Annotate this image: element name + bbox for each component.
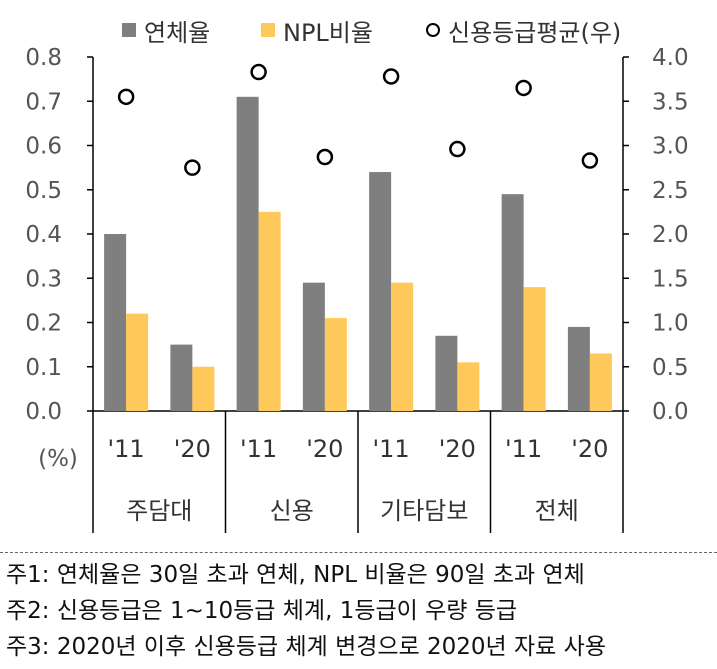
legend-label: NPL비율	[283, 18, 373, 47]
right-tick-label: 4.0	[652, 45, 689, 71]
legend-marker-circle	[426, 23, 440, 37]
bar-npl-ratio	[126, 313, 149, 411]
x-tick-label: '11	[505, 435, 542, 463]
right-tick-label: 3.5	[652, 89, 689, 115]
legend-item-npl: NPL비율	[261, 10, 373, 50]
legend-label: 신용등급평균(우)	[448, 18, 622, 47]
bar-delinquency-rate	[567, 326, 590, 411]
bar-delinquency-rate	[369, 172, 392, 411]
bar-npl-ratio	[258, 211, 281, 411]
legend-item-credit-grade: 신용등급평균(우)	[426, 10, 621, 50]
point-credit-grade	[382, 68, 400, 85]
group-label: 주담대	[126, 497, 192, 525]
unit-label: (%)	[38, 446, 78, 472]
left-tick-label: 0.0	[25, 399, 62, 425]
x-tick-label: '20	[306, 435, 343, 463]
left-tick-label: 0.3	[25, 266, 62, 292]
bar-delinquency-rate	[435, 335, 458, 411]
bar-npl-ratio	[523, 287, 546, 411]
x-tick-label: '11	[240, 435, 277, 463]
x-tick-label: '20	[571, 435, 608, 463]
point-credit-grade	[250, 63, 267, 81]
group-label: 신용	[270, 497, 314, 525]
left-tick-label: 0.2	[25, 311, 62, 337]
left-tick-label: 0.8	[25, 45, 62, 71]
footnotes: 주1: 연체율은 30일 초과 연체, NPL 비율은 90일 초과 연체 주2…	[0, 552, 717, 665]
bar-npl-ratio	[589, 353, 612, 411]
bar-npl-ratio	[391, 282, 414, 411]
point-credit-grade	[316, 148, 334, 166]
legend-swatch-gray	[122, 23, 136, 37]
left-tick-label: 0.7	[25, 89, 62, 115]
legend-label: 연체율	[144, 18, 211, 47]
group-label: 기타담보	[380, 497, 468, 525]
bar-npl-ratio	[324, 318, 347, 411]
footnote-3: 주3: 2020년 이후 신용등급 체계 변경으로 2020년 자료 사용	[6, 634, 606, 660]
point-credit-grade	[515, 79, 532, 97]
point-credit-grade	[117, 88, 135, 106]
legend-item-delinquency: 연체율	[122, 10, 210, 50]
left-tick-label: 0.5	[25, 178, 62, 204]
legend-swatch-yellow	[261, 23, 275, 37]
left-tick-label: 0.4	[25, 222, 62, 248]
point-credit-grade	[581, 152, 599, 169]
x-tick-label: '11	[108, 435, 145, 463]
footnote-1: 주1: 연체율은 30일 초과 연체, NPL 비율은 90일 초과 연체	[6, 562, 585, 588]
footnote-2: 주2: 신용등급은 1~10등급 체계, 1등급이 우량 등급	[6, 598, 518, 624]
left-tick-label: 0.6	[25, 134, 62, 160]
bar-delinquency-rate	[170, 344, 193, 411]
right-tick-label: 3.0	[652, 134, 689, 160]
right-tick-label: 1.0	[652, 311, 689, 337]
bar-npl-ratio	[192, 366, 215, 411]
group-label: 전체	[535, 497, 579, 525]
bar-delinquency-rate	[501, 194, 524, 411]
right-tick-label: 1.5	[652, 266, 689, 292]
x-tick-label: '11	[373, 435, 410, 463]
legend: 연체율 NPL비율 신용등급평균(우)	[0, 10, 717, 50]
right-tick-label: 2.0	[652, 222, 689, 248]
right-tick-label: 0.5	[652, 355, 689, 381]
bar-delinquency-rate	[302, 282, 325, 411]
right-tick-label: 0.0	[652, 399, 689, 425]
bar-npl-ratio	[457, 362, 480, 411]
right-tick-label: 2.5	[652, 178, 689, 204]
x-tick-label: '20	[174, 435, 211, 463]
x-tick-label: '20	[439, 435, 476, 463]
bar-delinquency-rate	[236, 96, 259, 411]
left-tick-label: 0.1	[25, 355, 62, 381]
point-credit-grade	[449, 140, 466, 158]
bar-delinquency-rate	[104, 234, 127, 411]
chart-area: 0.0 0.1 0.2 0.3 0.4 0.5 0.6 0.7 0.8 0.0 0.5 1.0 1.5 2…	[25, 45, 689, 533]
point-credit-grade	[184, 159, 201, 176]
